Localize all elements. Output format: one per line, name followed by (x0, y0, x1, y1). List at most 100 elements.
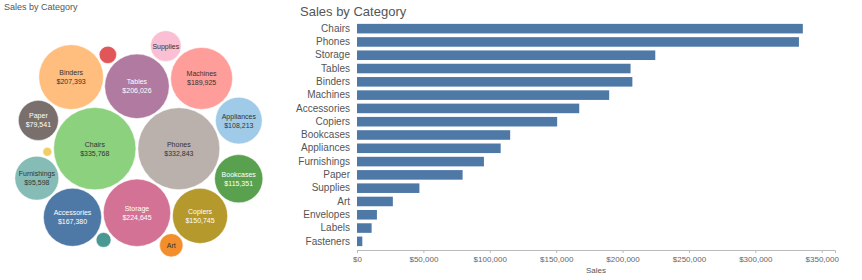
y-tick-label: Accessories (296, 103, 350, 114)
x-tick-label: $150,000 (540, 255, 574, 264)
y-tick: Fasteners (306, 236, 356, 247)
bubble (99, 46, 116, 63)
bubble-value-label: $108,213 (224, 122, 253, 129)
x-tick-label: $200,000 (606, 255, 640, 264)
bubble-group (43, 147, 52, 156)
x-tick-label: $300,000 (739, 255, 773, 264)
y-tick: Phones (316, 36, 356, 47)
x-tick-label: $250,000 (673, 255, 707, 264)
y-tick-label: Paper (323, 169, 350, 180)
bubble (18, 100, 58, 140)
bubble (215, 155, 263, 203)
bubble-group: Paper$79,541 (18, 100, 58, 140)
x-tick: $150,000 (540, 250, 574, 264)
bubble (172, 188, 227, 243)
bubble-value-label: $167,380 (58, 218, 87, 225)
y-tick-label: Storage (315, 49, 350, 60)
bubble (15, 156, 59, 200)
y-axis: ChairsPhonesStorageTablesBindersMachines… (296, 23, 356, 247)
bubble-group: Accessories $167,380 (43, 188, 101, 246)
bar (357, 144, 501, 154)
bubble (138, 108, 220, 190)
x-axis-title: Sales (586, 266, 606, 275)
y-tick-label: Supplies (312, 182, 350, 193)
bar (357, 237, 362, 247)
y-tick: Copiers (316, 116, 356, 127)
bubble-label: Copiers (188, 208, 213, 216)
bubble-label: Art (167, 242, 176, 249)
bubble-group: Storage$224,645 (103, 179, 170, 246)
bubble-value-label: $332,843 (164, 150, 193, 157)
bubble-group: Tables$206,026 (105, 54, 169, 118)
bubble-group: Binders $207,393 (39, 45, 104, 110)
bubble (215, 97, 262, 144)
bubble-label: Tables (127, 78, 148, 85)
y-tick-label: Labels (321, 222, 350, 233)
bubble (105, 54, 169, 118)
bubble-group: Chairs$335,768 (54, 108, 136, 190)
bubble-value-label: $224,645 (122, 214, 151, 221)
bubble-label: Storage (125, 205, 150, 213)
x-tick: $250,000 (673, 250, 707, 264)
bar (357, 64, 631, 74)
bubble-label: Bookcases (222, 171, 257, 178)
chart-title: Sales by Category (4, 2, 78, 12)
bubble-value-label: $207,393 (57, 78, 86, 85)
y-tick: Art (337, 196, 356, 207)
bubble-label: Supplies (152, 43, 179, 51)
x-tick: $100,000 (474, 250, 508, 264)
bubble-group: Bookcases$115,351 (215, 155, 263, 203)
bubble-group (96, 232, 111, 247)
bubble-label: Chairs (85, 141, 106, 148)
y-tick-label: Chairs (321, 23, 350, 34)
bar (357, 77, 632, 87)
y-tick: Chairs (321, 23, 356, 34)
bubble-group: Supplies (150, 31, 181, 62)
bubble-group: Art (160, 234, 183, 257)
bubble-chart: Sales by CategoryChairs$335,768Phones$33… (4, 2, 263, 257)
chart-root: Sales by Category Chairs$335,768 Phones $33… (0, 0, 862, 280)
y-tick: Furnishings (298, 156, 356, 167)
bubble-value-label: $189,925 (187, 79, 216, 86)
y-tick-label: Furnishings (298, 156, 350, 167)
bubble (43, 188, 101, 246)
bubble-value-label: $150,745 (185, 217, 214, 224)
x-tick: $0 (353, 250, 362, 264)
y-tick: Storage (315, 49, 356, 60)
bar (357, 170, 463, 180)
bar (357, 157, 484, 167)
y-tick-label: Art (337, 196, 350, 207)
bubble (103, 179, 170, 246)
bubble-value-label: $95,598 (24, 179, 49, 186)
bubble-group: Appliances$108,213 (215, 97, 262, 144)
x-tick-mark (556, 250, 557, 253)
bubble-label: Appliances (222, 113, 257, 121)
bubble-value-label: $79,541 (26, 121, 51, 128)
bar (357, 210, 377, 220)
bar (357, 130, 510, 140)
y-tick-label: Fasteners (306, 236, 350, 247)
y-tick: Envelopes (303, 209, 356, 220)
y-tick: Labels (321, 222, 356, 233)
x-tick: $350,000 (806, 250, 840, 264)
bar (357, 183, 419, 193)
x-tick-mark (822, 250, 823, 253)
bar (357, 37, 799, 47)
bubble-label: Accessories (54, 209, 92, 216)
y-tick: Machines (307, 89, 356, 100)
bubble-label: Binders (59, 69, 83, 76)
x-tick-label: $100,000 (474, 255, 508, 264)
y-tick: Binders (316, 76, 356, 87)
y-tick-label: Phones (316, 36, 350, 47)
x-tick-label: $50,000 (409, 255, 438, 264)
x-tick-label: $350,000 (806, 255, 840, 264)
bubble (43, 147, 52, 156)
x-tick-mark (423, 250, 424, 253)
x-tick: $200,000 (606, 250, 640, 264)
bubble-group: Machines$189,925 (171, 47, 233, 109)
x-tick-label: $0 (353, 255, 362, 264)
x-tick: $50,000 (409, 250, 438, 264)
y-tick: Appliances (301, 142, 356, 153)
x-axis-line (358, 251, 836, 254)
bar (357, 117, 557, 127)
